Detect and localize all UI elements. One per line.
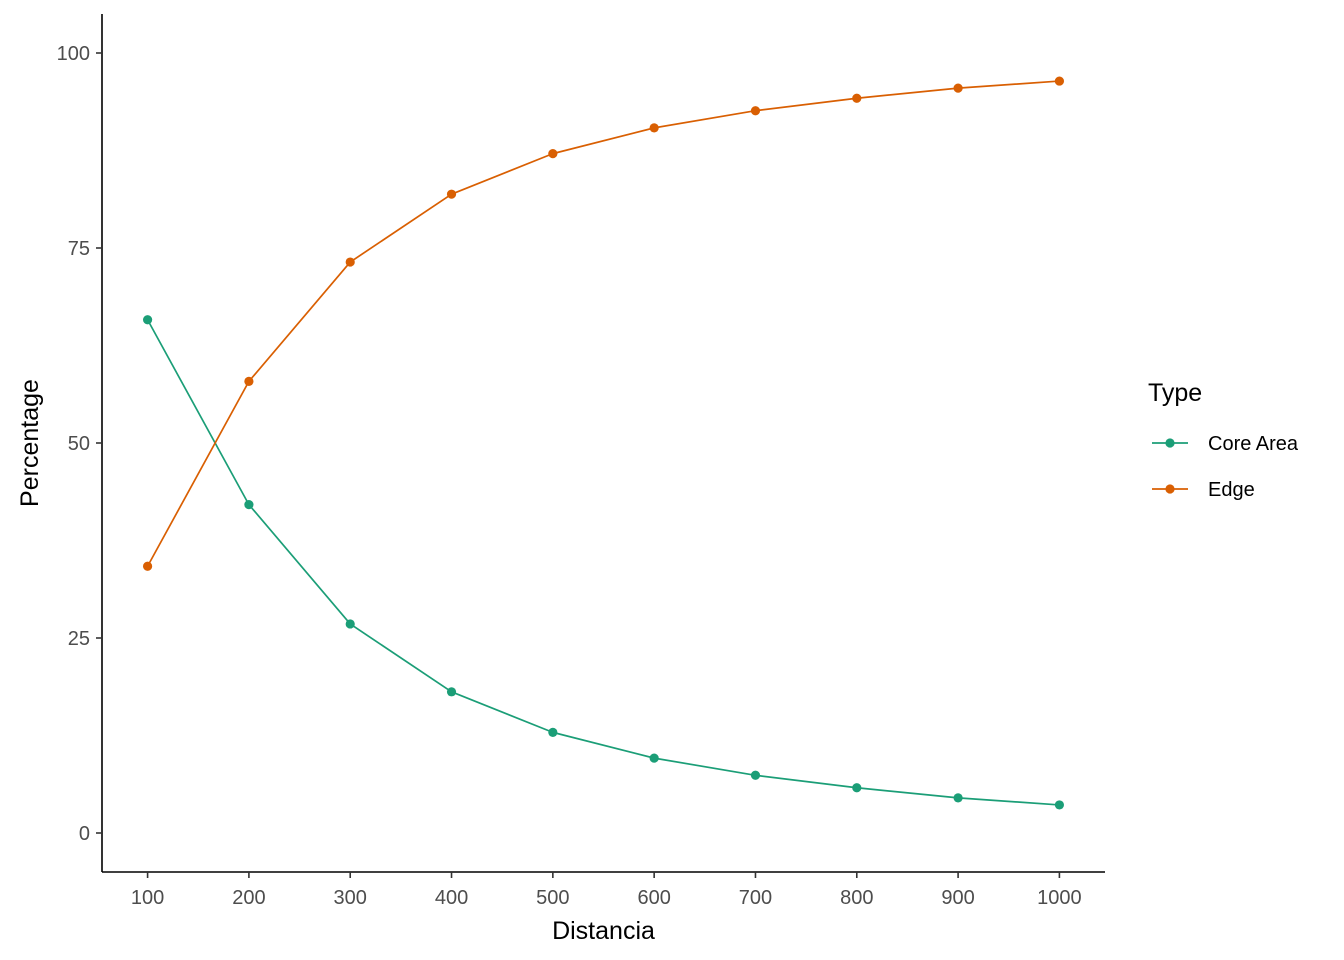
data-point bbox=[649, 753, 659, 763]
data-point bbox=[750, 106, 761, 116]
data-point bbox=[649, 123, 659, 133]
y-tick-label: 50 bbox=[68, 433, 90, 455]
y-tick-label: 75 bbox=[68, 238, 90, 260]
x-axis-ticks: 100 200 300 400 500 600 700 800 900 1000 bbox=[131, 872, 1082, 909]
series-line bbox=[146, 319, 1060, 806]
y-tick-label: 25 bbox=[68, 628, 90, 650]
legend-label: Core Area bbox=[1208, 433, 1299, 455]
data-point bbox=[852, 783, 862, 793]
legend: Type Core Area Edge bbox=[1148, 379, 1299, 501]
x-tick-label: 200 bbox=[232, 887, 265, 909]
legend-item: Edge bbox=[1152, 479, 1255, 501]
series-edge bbox=[142, 76, 1065, 571]
data-point bbox=[345, 619, 355, 629]
x-axis-title: Distancia bbox=[552, 917, 655, 945]
data-point bbox=[345, 257, 355, 267]
y-tick-label: 0 bbox=[79, 823, 90, 845]
data-point bbox=[1054, 800, 1065, 810]
y-axis-title: Percentage bbox=[16, 379, 44, 507]
x-tick-label: 1000 bbox=[1037, 887, 1082, 909]
y-tick-label: 100 bbox=[57, 43, 90, 65]
data-point bbox=[1054, 76, 1065, 86]
legend-item: Core Area bbox=[1152, 433, 1299, 455]
data-point bbox=[244, 376, 254, 386]
data-point bbox=[852, 93, 862, 103]
data-point bbox=[953, 83, 963, 93]
legend-title: Type bbox=[1148, 379, 1202, 407]
data-point bbox=[548, 727, 558, 737]
legend-point-key bbox=[1165, 438, 1175, 448]
series-line bbox=[146, 80, 1060, 567]
y-axis-ticks: 0 25 50 75 100 bbox=[57, 43, 102, 845]
data-point bbox=[446, 189, 457, 199]
x-tick-label: 700 bbox=[739, 887, 772, 909]
legend-label: Edge bbox=[1208, 479, 1255, 501]
x-tick-label: 600 bbox=[637, 887, 670, 909]
x-tick-label: 400 bbox=[435, 887, 468, 909]
x-tick-label: 100 bbox=[131, 887, 164, 909]
x-tick-label: 500 bbox=[536, 887, 569, 909]
x-tick-label: 900 bbox=[941, 887, 974, 909]
x-tick-label: 800 bbox=[840, 887, 873, 909]
data-point bbox=[446, 687, 457, 697]
data-point bbox=[142, 561, 153, 571]
data-point bbox=[953, 793, 963, 803]
data-point bbox=[244, 500, 254, 510]
series-core-area bbox=[142, 315, 1065, 810]
data-point bbox=[750, 770, 761, 780]
legend-point-key bbox=[1165, 484, 1175, 494]
x-tick-label: 300 bbox=[334, 887, 367, 909]
data-point bbox=[142, 315, 153, 325]
series-group bbox=[142, 76, 1065, 810]
legend-items: Core Area Edge bbox=[1152, 433, 1299, 501]
data-point bbox=[548, 149, 558, 159]
